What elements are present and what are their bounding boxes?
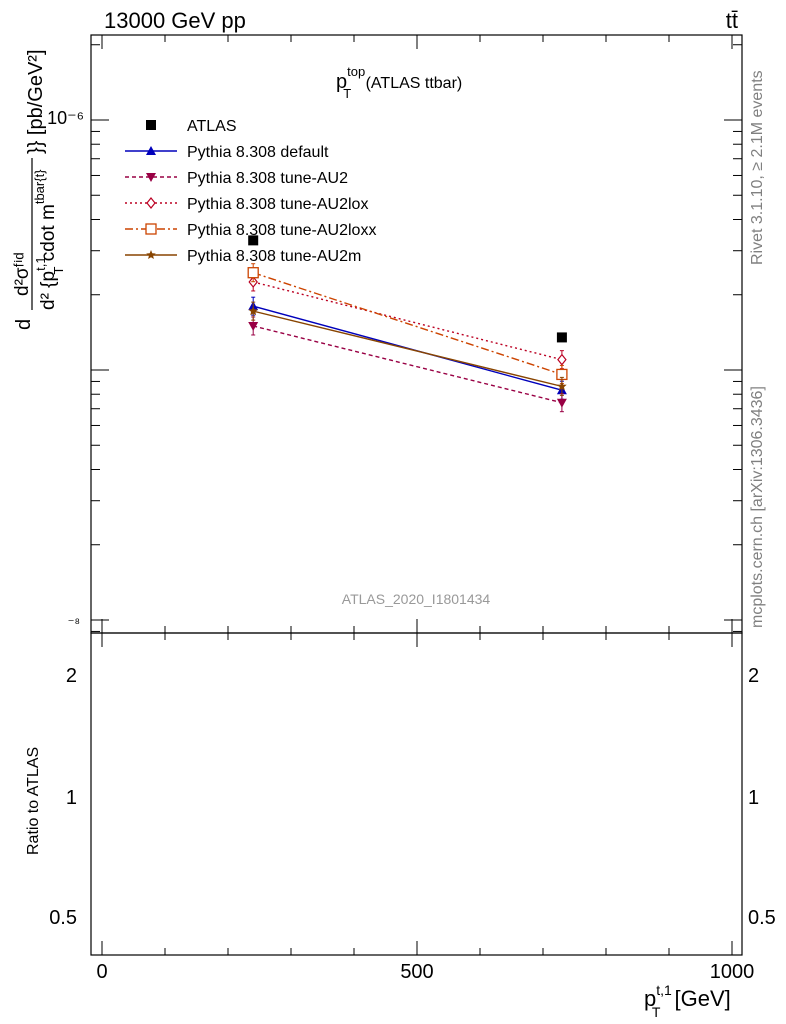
y-tick-label-1e-6: 10⁻⁶ (47, 108, 84, 128)
y-label-den-main: d² {p (38, 271, 59, 310)
series-layer (247, 235, 568, 413)
legend-entry: Pythia 8.308 default (125, 144, 329, 161)
ratio-axis-ticks (101, 633, 733, 955)
ratio-plot-frame (90, 632, 743, 956)
data-point (248, 321, 259, 331)
ratio-tick-left-1: 1 (66, 787, 77, 809)
legend-label: Pythia 8.308 tune-AU2lox (187, 196, 368, 213)
collision-label: 13000 GeV pp (104, 8, 246, 33)
y-label-numerator: d²σᶠⁱᵈ (12, 252, 33, 296)
legend-marker (146, 120, 156, 130)
y-tick-label-1e-8: ⁻⁸ (68, 615, 80, 630)
y-label-den-rest: cdot m (38, 204, 59, 266)
series-5 (248, 301, 567, 396)
series-line (253, 310, 563, 388)
series-line (253, 281, 563, 361)
series-2 (248, 316, 567, 413)
plot-title-main: p (336, 71, 347, 93)
plot-title: ptop T (ATLAS ttbar) (336, 64, 462, 101)
y-label-denominator: d² {pt,1 T cdot mtbar{t} (32, 169, 66, 310)
legend-marker (146, 146, 156, 155)
legend: ATLAS Pythia 8.308 default Pythia 8.308 tu… (125, 118, 376, 265)
data-point (556, 332, 567, 343)
legend-entry: Pythia 8.308 tune-AU2lox (125, 196, 368, 213)
legend-label: Pythia 8.308 tune-AU2m (187, 248, 361, 265)
plot-title-sub: T (343, 86, 351, 101)
x-label-sub: T (652, 1004, 661, 1020)
x-tick-label-1000: 1000 (710, 961, 755, 983)
legend-label: Pythia 8.308 default (187, 144, 329, 161)
legend-marker (146, 250, 156, 259)
series-line (253, 325, 563, 404)
y-label-unit: }} [pb/GeV²] (25, 49, 47, 154)
legend-label: Pythia 8.308 tune-AU2loxx (187, 222, 376, 239)
plot-title-rest: (ATLAS ttbar) (361, 75, 462, 92)
y-label-den-sup: t,1 (33, 256, 48, 270)
y-label-d: d (13, 319, 35, 330)
legend-marker (145, 223, 157, 235)
legend-marker (146, 197, 156, 209)
process-label: tt̄ (726, 8, 738, 33)
mcplots-label: mcplots.cern.ch [arXiv:1306.3436] (749, 386, 766, 628)
ratio-tick-right-0p5: 0.5 (748, 907, 776, 929)
ratio-tick-right-1: 1 (748, 787, 759, 809)
data-point (247, 267, 259, 279)
legend-label: ATLAS (187, 118, 237, 135)
x-label-sup: t,1 (656, 982, 672, 998)
y-label-den-sub: T (51, 266, 66, 274)
series-3 (248, 272, 567, 370)
y-label-den-sup2: tbar{t} (32, 169, 47, 204)
data-point (248, 306, 258, 316)
ratio-tick-right-2: 2 (748, 665, 759, 687)
data-point (557, 381, 567, 391)
data-point (557, 353, 567, 366)
series-4 (247, 263, 568, 384)
main-axis-ticks (91, 35, 742, 633)
series-line (252, 272, 563, 376)
x-tick-label-0: 0 (96, 961, 107, 983)
plot-title-sup: top (347, 64, 365, 79)
y-axis-label: d d²σᶠⁱᵈ d² {pt,1 T cdot mtbar{t} }} [pb/… (12, 49, 66, 330)
legend-label: Pythia 8.308 tune-AU2 (187, 170, 348, 187)
x-label-main: p (644, 986, 656, 1011)
ratio-tick-left-2: 2 (66, 665, 77, 687)
legend-entry: ATLAS (146, 118, 237, 135)
legend-marker (146, 173, 156, 182)
rivet-version-label: Rivet 3.1.10, ≥ 2.1M events (749, 70, 766, 265)
y-label-d-text: d (13, 319, 35, 330)
data-point (248, 235, 259, 246)
legend-entry: Pythia 8.308 tune-AU2m (125, 248, 361, 265)
x-label-rest: [GeV] (668, 986, 730, 1011)
analysis-id: ATLAS_2020_I1801434 (342, 591, 491, 607)
data-point (556, 398, 567, 408)
x-tick-label-500: 500 (400, 961, 433, 983)
series-0 (248, 235, 567, 343)
ratio-axis-label: Ratio to ATLAS (25, 747, 42, 855)
x-axis-label: pt,1 T [GeV] (644, 982, 731, 1020)
ratio-tick-left-0p5: 0.5 (49, 907, 77, 929)
legend-entry: Pythia 8.308 tune-AU2loxx (125, 222, 376, 239)
legend-entry: Pythia 8.308 tune-AU2 (125, 170, 348, 187)
